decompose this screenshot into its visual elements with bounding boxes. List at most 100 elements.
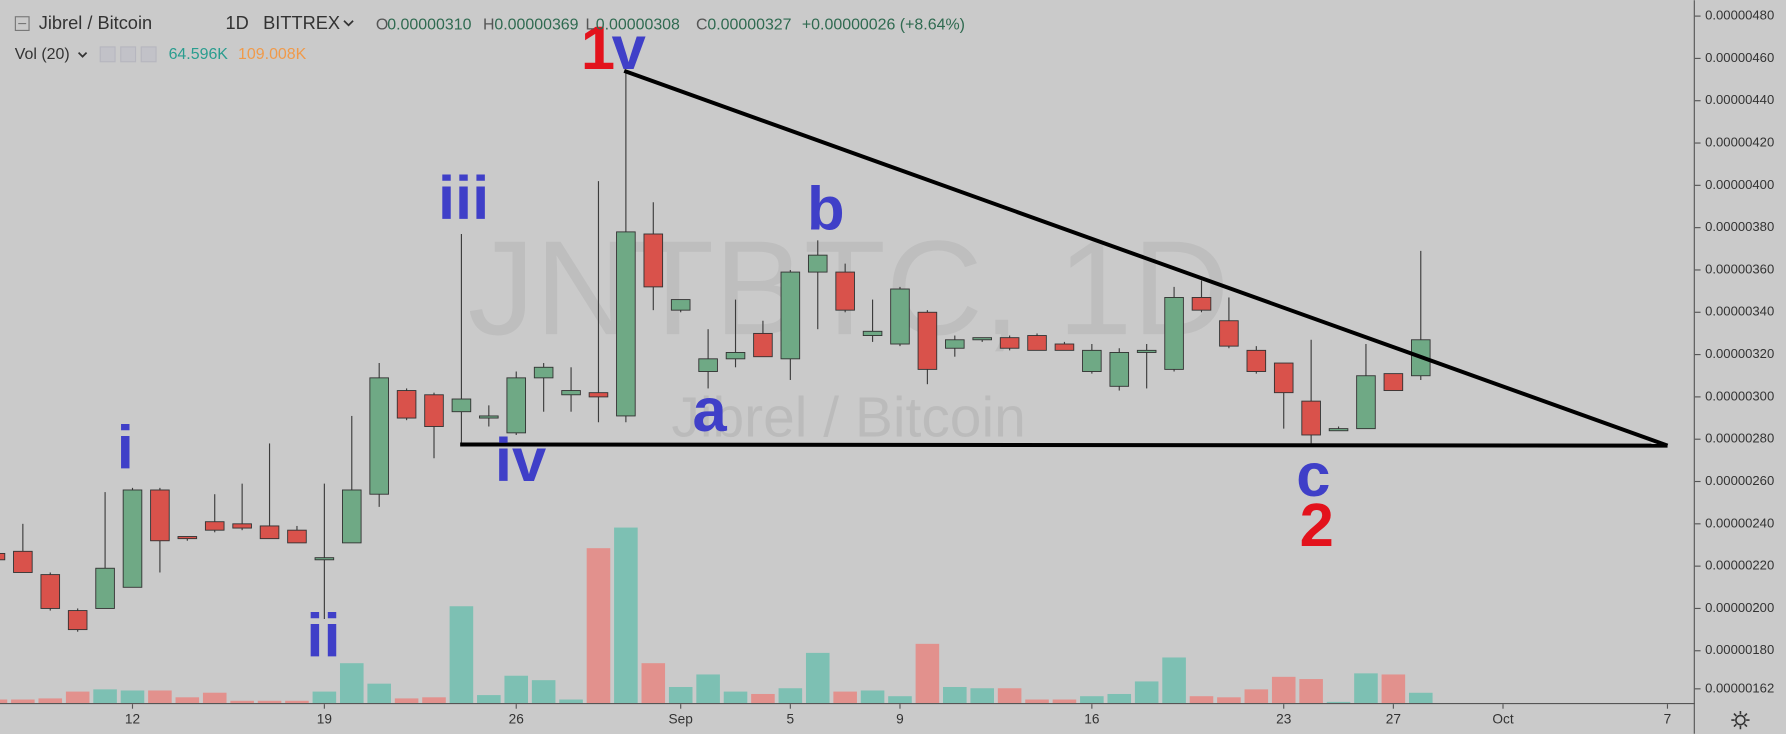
x-tick-label: 19 bbox=[317, 712, 332, 727]
candle-body bbox=[0, 552, 6, 561]
candle-body bbox=[835, 271, 855, 311]
volume-bar bbox=[11, 699, 35, 704]
candle-body bbox=[1246, 349, 1267, 372]
y-tick-label: 0.00000440 bbox=[1705, 92, 1774, 107]
volume-layer bbox=[0, 527, 1433, 704]
candle-body bbox=[95, 567, 115, 609]
volume-bar bbox=[997, 688, 1022, 704]
candle-body bbox=[40, 574, 61, 609]
candle-body bbox=[945, 339, 965, 349]
candle-body bbox=[1082, 349, 1102, 372]
candle-body bbox=[13, 550, 33, 573]
volume-bar bbox=[1134, 681, 1159, 704]
price-axis-bg bbox=[1694, 0, 1786, 734]
volume-bar bbox=[1408, 692, 1433, 704]
y-tick-label: 0.00000200 bbox=[1705, 600, 1774, 615]
volume-bar bbox=[1189, 696, 1214, 704]
volume-bar bbox=[175, 697, 200, 704]
candle-body bbox=[807, 254, 828, 273]
volume-bar bbox=[559, 699, 583, 704]
candle-body bbox=[616, 231, 636, 417]
volume-bar bbox=[312, 691, 337, 704]
wave-label: 1 bbox=[581, 14, 615, 83]
volume-bar bbox=[970, 688, 994, 704]
ohlc-value: 0.00000308 bbox=[596, 16, 680, 33]
x-tick-label: 27 bbox=[1386, 712, 1401, 727]
candle-body bbox=[972, 337, 992, 341]
candle-body bbox=[369, 377, 389, 495]
volume-bar bbox=[1080, 696, 1104, 704]
volume-bar bbox=[367, 683, 391, 704]
remove-button[interactable] bbox=[140, 46, 157, 63]
x-tick-label: 23 bbox=[1276, 712, 1291, 727]
volume-bar bbox=[723, 691, 748, 704]
volume-menu-caret[interactable] bbox=[77, 52, 88, 58]
candle-body bbox=[122, 489, 143, 588]
drawings: 1 v iii i ii iv a b c 2 bbox=[117, 14, 1669, 671]
candle-body bbox=[342, 489, 362, 544]
volume-bar bbox=[888, 696, 912, 704]
x-tick-label: 7 bbox=[1664, 712, 1672, 727]
candle-body bbox=[561, 390, 581, 396]
candle-body bbox=[725, 352, 746, 360]
symbol-name: Jibrel / Bitcoin bbox=[39, 13, 152, 33]
candle-body bbox=[150, 489, 170, 542]
support-line bbox=[460, 442, 1668, 448]
volume-bar bbox=[504, 675, 529, 704]
collapse-button[interactable] bbox=[14, 16, 30, 31]
wave-label: a bbox=[693, 376, 728, 445]
candle-body bbox=[506, 377, 527, 434]
symbol-menu-caret[interactable] bbox=[343, 20, 354, 27]
candle-body bbox=[67, 610, 88, 631]
volume-bar bbox=[202, 692, 227, 704]
candle-body bbox=[670, 299, 691, 311]
settings-button[interactable] bbox=[120, 46, 137, 63]
gear[interactable] bbox=[1735, 714, 1746, 726]
volume-bar bbox=[751, 693, 775, 704]
candle-body bbox=[177, 536, 198, 540]
interval: 1D bbox=[226, 13, 249, 33]
y-tick-label: 0.00000320 bbox=[1705, 346, 1774, 361]
wave-label: iii bbox=[438, 164, 489, 233]
volume-ma-value: 109.008K bbox=[238, 46, 307, 63]
volume-bar bbox=[778, 688, 803, 704]
candle-body bbox=[780, 271, 801, 360]
y-tick-label: 0.00000240 bbox=[1705, 515, 1774, 530]
y-tick-label: 0.00000280 bbox=[1705, 431, 1774, 446]
watermark: JNTBTC, 1D Jibrel / Bitcoin bbox=[468, 213, 1230, 450]
candle-body bbox=[1136, 349, 1157, 353]
wave-label: i bbox=[117, 414, 134, 483]
y-tick-label: 0.00000400 bbox=[1705, 177, 1774, 192]
volume-bar bbox=[915, 643, 940, 704]
y-tick-label: 0.00000180 bbox=[1705, 642, 1774, 657]
candle-body bbox=[259, 525, 280, 540]
gear-spokes[interactable] bbox=[1731, 710, 1750, 730]
y-tick-label: 0.00000420 bbox=[1705, 134, 1774, 149]
candle-body bbox=[396, 390, 417, 419]
x-tick-label: 9 bbox=[896, 712, 904, 727]
y-tick-label: 0.00000480 bbox=[1705, 8, 1774, 23]
candle-body bbox=[698, 358, 718, 372]
wave-label: 2 bbox=[1300, 491, 1334, 560]
candle-body bbox=[1109, 352, 1130, 387]
volume-bar bbox=[1107, 693, 1132, 704]
settings-icon[interactable] bbox=[1731, 710, 1750, 730]
volume-bar bbox=[833, 691, 857, 704]
candle-body bbox=[588, 392, 609, 398]
candle-body bbox=[533, 366, 554, 379]
candle-body bbox=[999, 337, 1020, 349]
wave-label: ii bbox=[306, 602, 340, 671]
x-tick-label: Oct bbox=[1492, 712, 1513, 727]
x-tick-label: 16 bbox=[1084, 712, 1099, 727]
eye-button[interactable] bbox=[99, 46, 116, 63]
wave-label: v bbox=[612, 14, 646, 83]
volume-bar bbox=[943, 686, 967, 704]
y-tick-label: 0.00000380 bbox=[1705, 219, 1774, 234]
volume-name: Vol (20) bbox=[15, 46, 70, 63]
x-tick-label: 12 bbox=[125, 712, 140, 727]
volume-bar bbox=[120, 690, 145, 704]
volume-bar bbox=[860, 690, 885, 704]
volume-bar bbox=[1244, 689, 1269, 704]
